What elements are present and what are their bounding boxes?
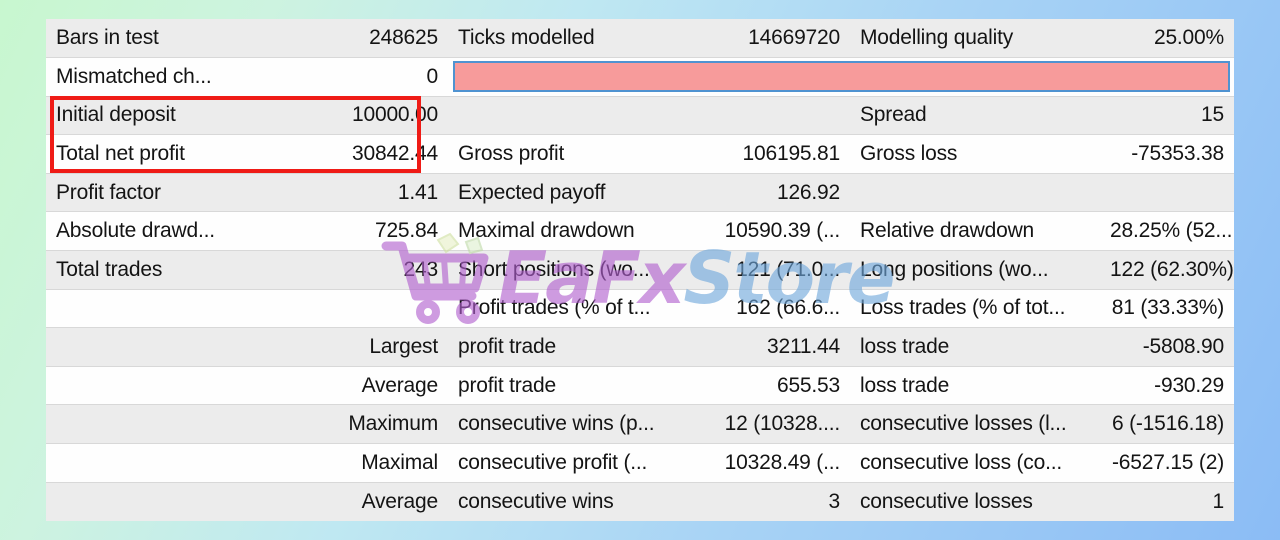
table-row[interactable]: Initial deposit 10000.00 Spread 15: [46, 96, 1234, 136]
short-positions-label: Short positions (wo...: [448, 250, 710, 290]
maximal-consecutive-loss-value: -6527.15 (2): [1100, 443, 1234, 483]
empty-cell: [850, 173, 1100, 213]
average-loss-trade-label: loss trade: [850, 366, 1100, 406]
long-positions-label: Long positions (wo...: [850, 250, 1100, 290]
absolute-drawdown-label: Absolute drawd...: [46, 211, 316, 252]
max-consecutive-losses-label: consecutive losses (l...: [850, 404, 1100, 445]
table-row[interactable]: Total net profit 30842.44 Gross profit 1061…: [46, 134, 1234, 174]
avg-consecutive-losses-label: consecutive losses: [850, 482, 1100, 521]
profit-factor-value: 1.41: [316, 173, 448, 213]
largest-loss-trade-value: -5808.90: [1100, 327, 1234, 367]
profit-factor-label: Profit factor: [46, 173, 316, 213]
table-row[interactable]: Bars in test 248625 Ticks modelled 14669720…: [46, 19, 1234, 59]
maximum-row-label: Maximum: [46, 404, 448, 445]
table-row[interactable]: Profit trades (% of t... 162 (66.6... Loss…: [46, 289, 1234, 329]
spread-value: 15: [1100, 96, 1234, 136]
expected-payoff-label: Expected payoff: [448, 173, 710, 213]
modelling-quality-value: 25.00%: [1100, 19, 1234, 59]
profit-trades-value: 162 (66.6...: [710, 289, 850, 329]
table-row[interactable]: Maximal consecutive profit (... 10328.49 (…: [46, 443, 1234, 483]
empty-cell: [448, 96, 710, 136]
modelling-quality-label: Modelling quality: [850, 19, 1100, 59]
average-profit-trade-label: profit trade: [448, 366, 710, 406]
largest-row-label: Largest: [46, 327, 448, 367]
modelling-quality-bar: [453, 61, 1230, 93]
empty-cell: [46, 289, 316, 329]
initial-deposit-value: 10000.00: [316, 96, 448, 136]
profit-trades-label: Profit trades (% of t...: [448, 289, 710, 329]
average-profit-trade-value: 655.53: [710, 366, 850, 406]
largest-profit-trade-label: profit trade: [448, 327, 710, 367]
max-consecutive-wins-value: 12 (10328....: [710, 404, 850, 445]
table-row[interactable]: Absolute drawd... 725.84 Maximal drawdown 1…: [46, 211, 1234, 252]
max-consecutive-wins-label: consecutive wins (p...: [448, 404, 710, 445]
empty-cell: [1100, 173, 1234, 213]
empty-cell: [316, 289, 448, 329]
ticks-modelled-label: Ticks modelled: [448, 19, 710, 59]
average-consecutive-row-label: Average: [46, 482, 448, 521]
avg-consecutive-wins-label: consecutive wins: [448, 482, 710, 521]
short-positions-value: 121 (71.0...: [710, 250, 850, 290]
average-row-label: Average: [46, 366, 448, 406]
maximal-drawdown-label: Maximal drawdown: [448, 211, 710, 252]
loss-trades-label: Loss trades (% of tot...: [850, 289, 1100, 329]
relative-drawdown-label: Relative drawdown: [850, 211, 1100, 252]
total-net-profit-value: 30842.44: [316, 134, 448, 174]
expected-payoff-value: 126.92: [710, 173, 850, 213]
avg-consecutive-wins-value: 3: [710, 482, 850, 521]
gross-profit-value: 106195.81: [710, 134, 850, 174]
table-row[interactable]: Total trades 243 Short positions (wo... 121…: [46, 250, 1234, 290]
maximal-consecutive-profit-label: consecutive profit (...: [448, 443, 710, 483]
relative-drawdown-value: 28.25% (52...: [1100, 211, 1234, 252]
gross-profit-label: Gross profit: [448, 134, 710, 174]
largest-profit-trade-value: 3211.44: [710, 327, 850, 367]
maximal-row-label: Maximal: [46, 443, 448, 483]
total-trades-label: Total trades: [46, 250, 316, 290]
table-row[interactable]: Maximum consecutive wins (p... 12 (10328..…: [46, 404, 1234, 445]
mismatched-charts-label: Mismatched ch...: [46, 57, 316, 97]
strategy-tester-report-table: Bars in test 248625 Ticks modelled 14669720…: [46, 19, 1234, 521]
largest-loss-trade-label: loss trade: [850, 327, 1100, 367]
table-row[interactable]: Largest profit trade 3211.44 loss trade -580…: [46, 327, 1234, 367]
gross-loss-label: Gross loss: [850, 134, 1100, 174]
mismatched-charts-value: 0: [316, 57, 448, 97]
bars-in-test-label: Bars in test: [46, 19, 316, 59]
quality-bar-cell[interactable]: [448, 57, 1234, 97]
table-row[interactable]: Profit factor 1.41 Expected payoff 126.92: [46, 173, 1234, 213]
long-positions-value: 122 (62.30%): [1100, 250, 1234, 290]
avg-consecutive-losses-value: 1: [1100, 482, 1234, 521]
absolute-drawdown-value: 725.84: [316, 211, 448, 252]
maximal-consecutive-loss-label: consecutive loss (co...: [850, 443, 1100, 483]
table-row[interactable]: Mismatched ch... 0: [46, 57, 1234, 97]
gross-loss-value: -75353.38: [1100, 134, 1234, 174]
average-loss-trade-value: -930.29: [1100, 366, 1234, 406]
total-net-profit-label: Total net profit: [46, 134, 316, 174]
empty-cell: [710, 96, 850, 136]
initial-deposit-label: Initial deposit: [46, 96, 316, 136]
table-row[interactable]: Average profit trade 655.53 loss trade -930.…: [46, 366, 1234, 406]
max-consecutive-losses-value: 6 (-1516.18): [1100, 404, 1234, 445]
ticks-modelled-value: 14669720: [710, 19, 850, 59]
loss-trades-value: 81 (33.33%): [1100, 289, 1234, 329]
spread-label: Spread: [850, 96, 1100, 136]
maximal-consecutive-profit-value: 10328.49 (...: [710, 443, 850, 483]
total-trades-value: 243: [316, 250, 448, 290]
maximal-drawdown-value: 10590.39 (...: [710, 211, 850, 252]
table-row[interactable]: Average consecutive wins 3 consecutive loss…: [46, 482, 1234, 521]
bars-in-test-value: 248625: [316, 19, 448, 59]
